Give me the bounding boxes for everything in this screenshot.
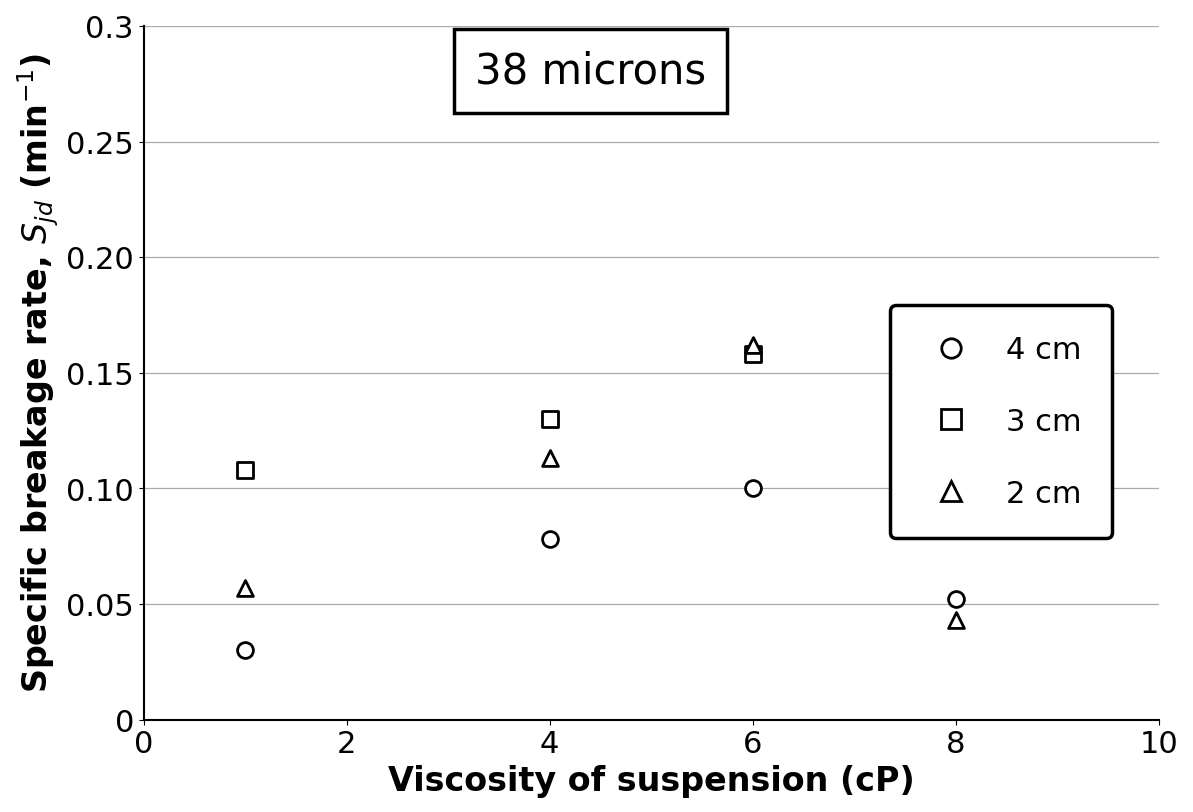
Y-axis label: Specific breakage rate, $S_{jd}$ (min$^{-1}$): Specific breakage rate, $S_{jd}$ (min$^{…: [16, 54, 61, 693]
Point: [743, 348, 762, 361]
Point: [540, 412, 560, 425]
Point: [743, 339, 762, 352]
Point: [946, 593, 965, 606]
Point: [235, 464, 254, 477]
Point: [235, 644, 254, 657]
Point: [540, 533, 560, 546]
Text: 38 microns: 38 microns: [475, 50, 706, 93]
Point: [235, 581, 254, 594]
Point: [540, 452, 560, 465]
Point: [743, 482, 762, 495]
Legend: 4 cm, 3 cm, 2 cm: 4 cm, 3 cm, 2 cm: [890, 305, 1112, 538]
X-axis label: Viscosity of suspension (cP): Viscosity of suspension (cP): [388, 764, 914, 797]
Point: [946, 337, 965, 350]
Point: [946, 614, 965, 627]
